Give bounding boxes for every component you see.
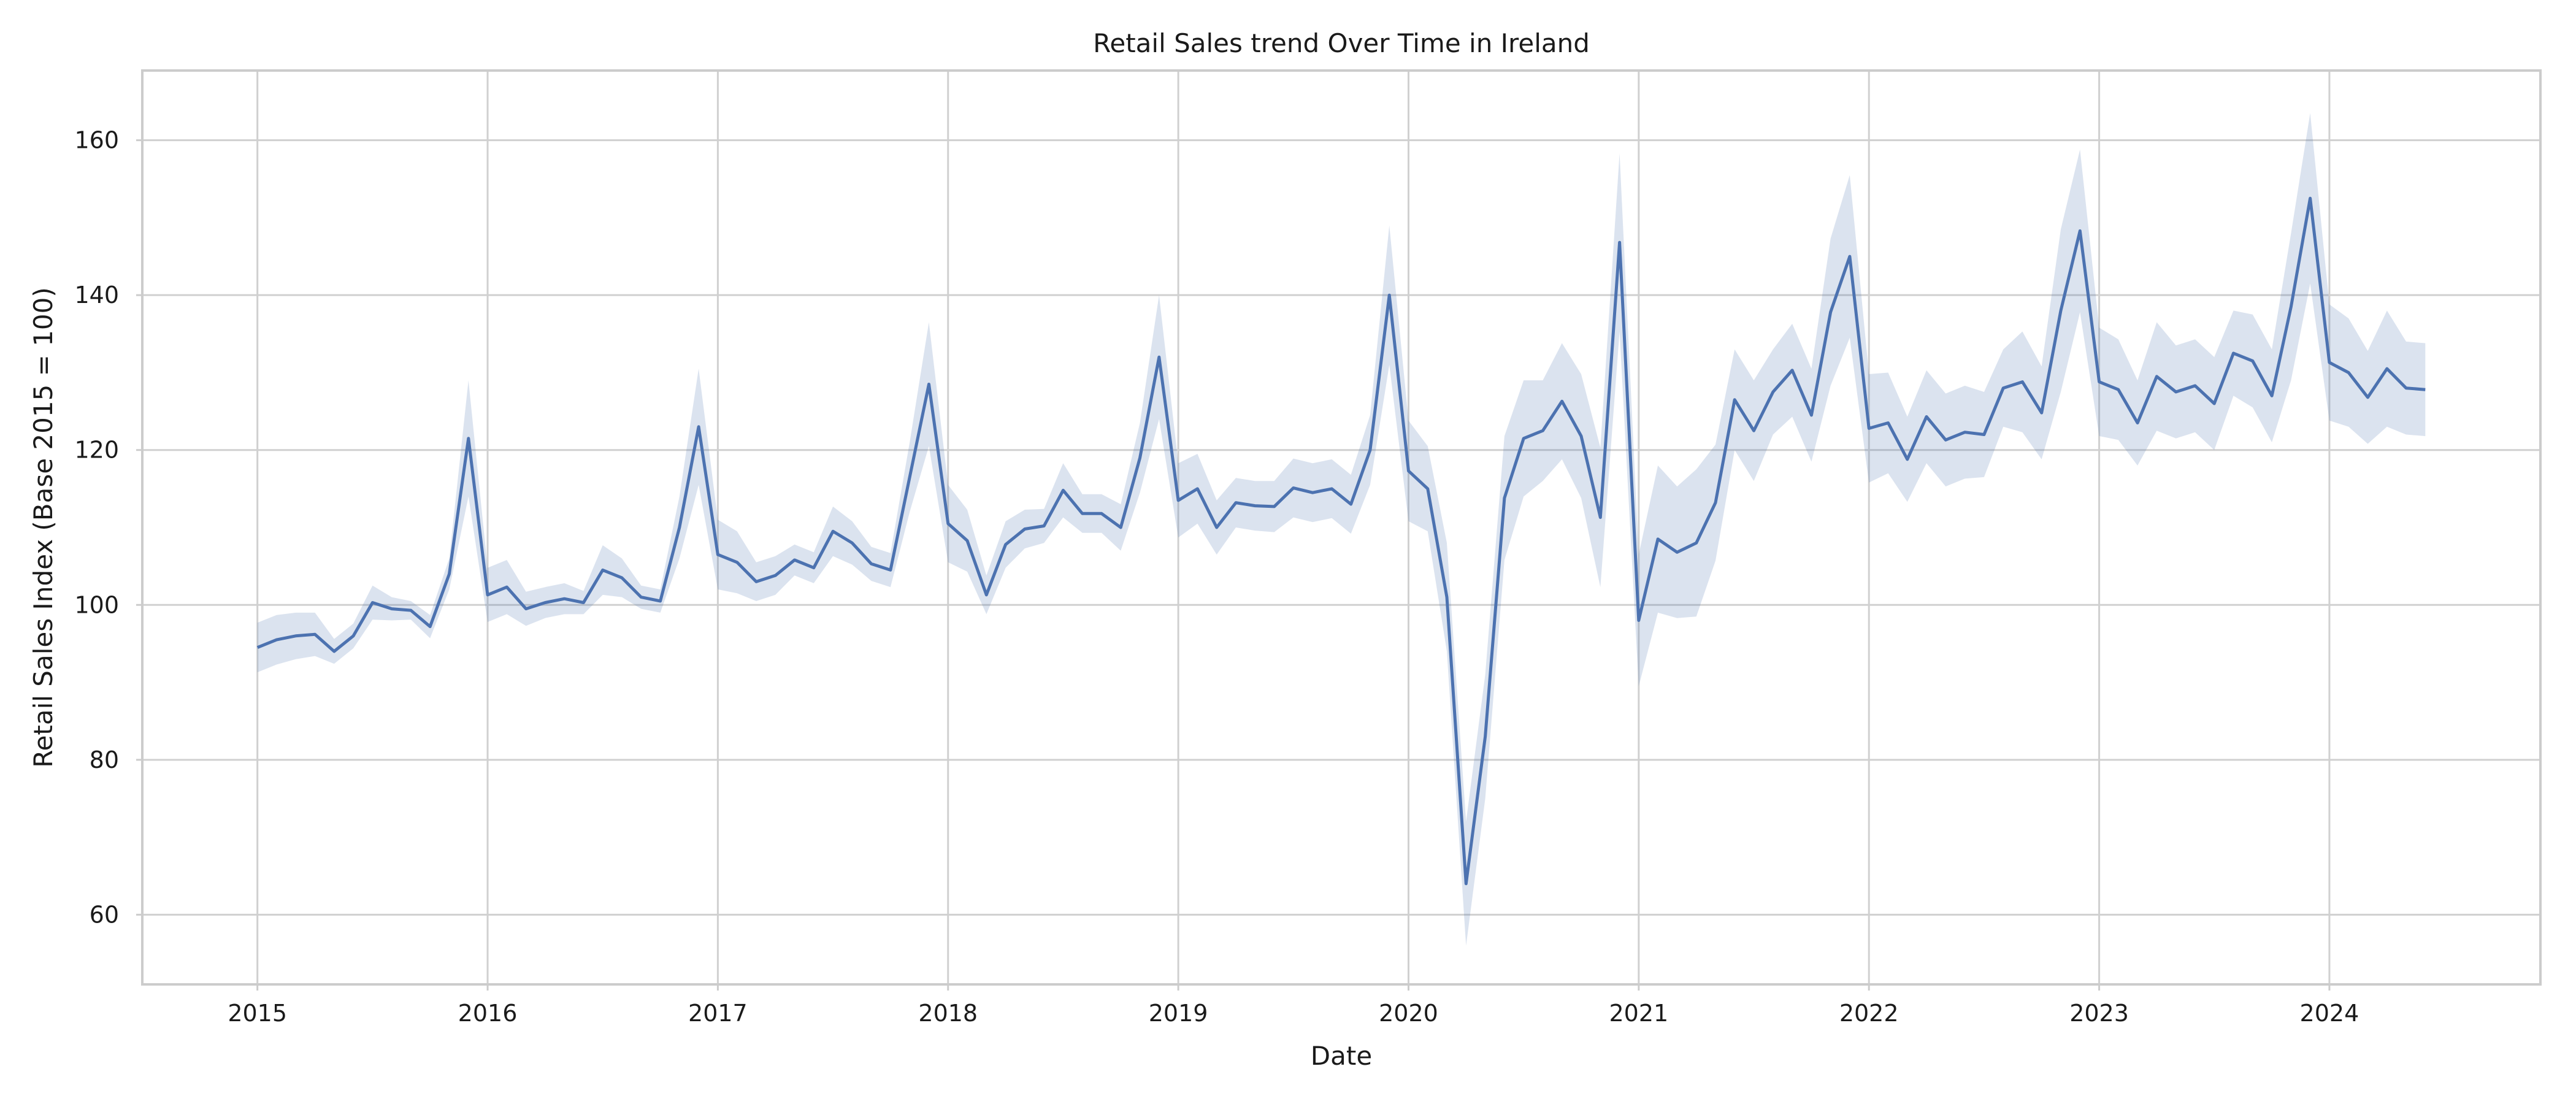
x-axis-ticks: 2015 2016 2017 2018 2019 2020 2021 2022 2023 2024	[228, 984, 2359, 1027]
x-tick-label: 2017	[688, 1000, 748, 1027]
y-tick-label: 120	[74, 437, 119, 464]
x-tick-label: 2024	[2300, 1000, 2359, 1027]
y-tick-label: 160	[74, 127, 119, 154]
x-tick-label: 2023	[2069, 1000, 2129, 1027]
x-tick-label: 2022	[1839, 1000, 1899, 1027]
y-tick-label: 140	[74, 282, 119, 309]
chart-title: Retail Sales trend Over Time in Ireland	[1093, 28, 1590, 58]
y-tick-label: 60	[90, 901, 119, 928]
grid-layer	[142, 71, 2540, 984]
x-tick-label: 2021	[1609, 1000, 1668, 1027]
y-tick-label: 80	[90, 746, 119, 773]
x-tick-label: 2020	[1379, 1000, 1438, 1027]
confidence-band-layer	[257, 113, 2426, 946]
y-axis-label: Retail Sales Index (Base 2015 = 100)	[28, 287, 58, 767]
x-tick-label: 2018	[918, 1000, 978, 1027]
x-tick-label: 2019	[1149, 1000, 1208, 1027]
plot-frame	[141, 69, 2542, 986]
y-tick-label: 100	[74, 591, 119, 618]
series-line	[256, 196, 2426, 886]
confidence-band	[257, 113, 2426, 946]
x-axis-label: Date	[1311, 1041, 1372, 1071]
x-tick-label: 2015	[228, 1000, 287, 1027]
x-tick-label: 2016	[458, 1000, 518, 1027]
y-axis-ticks: 60 80 100 120 140 160	[74, 127, 142, 928]
series-line-layer	[256, 196, 2426, 886]
